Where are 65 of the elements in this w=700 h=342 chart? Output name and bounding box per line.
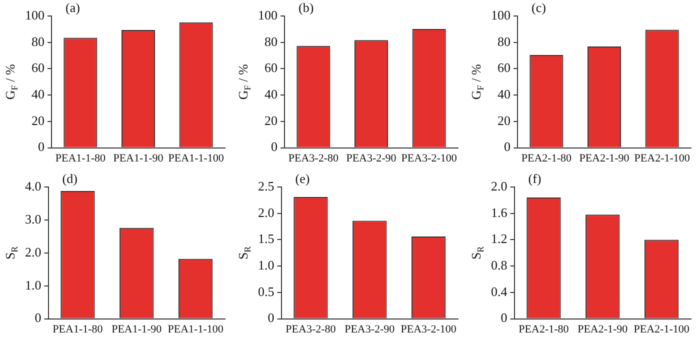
x-tick-label: PEA2-1-90 (578, 323, 628, 336)
y-axis-title: SR (468, 245, 486, 260)
y-tick-label: 2.0 (258, 204, 274, 220)
y-tick-label: 0 (38, 139, 44, 154)
y-tick-label: 1.6 (491, 204, 508, 220)
y-tick-label: 0 (34, 310, 42, 326)
y-tick-label: 1.2 (491, 231, 508, 246)
y-tick-label: 40 (32, 86, 44, 102)
y-axis-title: GF / % (2, 64, 20, 100)
x-tick-label: PEA1-1-80 (55, 152, 106, 164)
x-tick-label: PEA3-2-80 (288, 152, 339, 164)
y-axis-title: GF / % (468, 64, 486, 100)
x-tick-label: PEA2-1-90 (579, 152, 630, 164)
y-tick-label: 100 (25, 7, 44, 22)
text: (a) (66, 0, 80, 15)
text: (c) (532, 0, 546, 15)
y-tick-label: 20 (264, 112, 278, 128)
y-tick-label: 20 (32, 112, 44, 128)
y-tick-label: 2.0 (25, 244, 42, 260)
y-tick-label: 100 (491, 7, 510, 22)
y-tick-label: 0 (268, 310, 274, 326)
y-tick-label: 4.0 (25, 178, 42, 194)
y-tick-label: 2.5 (258, 178, 274, 194)
y-tick-label: 80 (264, 34, 278, 49)
x-tick-label: PEA2-1-80 (521, 152, 572, 164)
text: (e) (295, 170, 310, 186)
x-tick-label: PEA1-1-80 (52, 323, 104, 336)
y-tick-label: 60 (264, 60, 278, 76)
x-tick-label: PEA3-2-80 (286, 323, 336, 336)
x-tick-label: PEA3-2-100 (400, 323, 457, 336)
y-tick-label: 40 (264, 86, 278, 102)
x-tick-label: PEA2-1-80 (518, 323, 570, 336)
text: (d) (62, 170, 78, 186)
y-tick-label: 3.0 (25, 211, 42, 226)
x-tick-label: PEA1-1-90 (112, 323, 162, 336)
x-tick-label: PEA3-2-100 (401, 152, 458, 164)
y-axis-title: SR (2, 245, 20, 260)
y-tick-label: 0 (504, 139, 510, 154)
x-tick-label: PEA2-1-100 (634, 323, 690, 336)
y-tick-label: 0.5 (258, 284, 274, 299)
y-tick-label: 60 (498, 60, 510, 76)
y-tick-label: 60 (32, 60, 44, 76)
x-tick-label: PEA2-1-100 (634, 152, 690, 164)
x-tick-label: PEA1-1-90 (113, 152, 164, 164)
x-tick-label: PEA3-2-90 (346, 152, 397, 164)
x-tick-label: PEA1-1-100 (168, 323, 224, 336)
y-tick-label: 20 (498, 112, 510, 128)
y-tick-label: 80 (32, 34, 44, 49)
y-axis-title: SR (235, 245, 252, 260)
y-axis-title: GF / % (235, 64, 252, 100)
y-tick-label: 1.5 (258, 231, 274, 246)
y-tick-label: 2.0 (491, 178, 508, 194)
text: (f) (528, 170, 542, 186)
y-tick-label: 0 (500, 310, 508, 326)
y-tick-label: 0.4 (491, 284, 508, 299)
y-tick-label: 1.0 (258, 258, 274, 272)
y-tick-label: 80 (498, 34, 510, 49)
y-tick-label: 0 (271, 139, 278, 154)
y-tick-label: 100 (258, 7, 278, 22)
y-tick-label: 40 (498, 86, 510, 102)
text: (b) (298, 0, 314, 15)
x-tick-label: PEA1-1-100 (168, 152, 224, 164)
x-tick-label: PEA3-2-90 (344, 323, 396, 336)
y-tick-label: 1.0 (25, 277, 42, 292)
y-tick-label: 0.8 (491, 258, 508, 272)
